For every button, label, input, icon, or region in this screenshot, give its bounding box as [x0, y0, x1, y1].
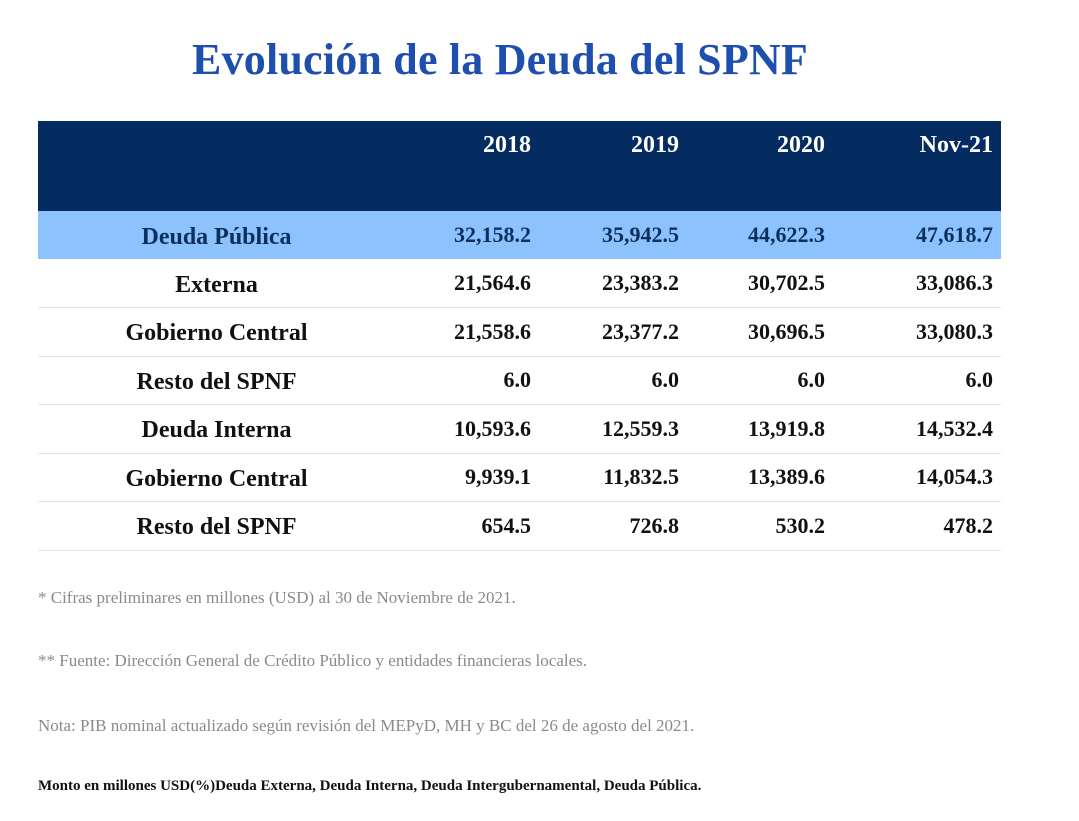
cell-2019: 11,832.5: [539, 453, 687, 502]
cell-nov-21: 14,054.3: [833, 453, 1001, 502]
cell-nov-21: 6.0: [833, 356, 1001, 405]
row-label: Resto del SPNF: [38, 356, 395, 405]
debt-table: 2018 2019 2020 Nov-21 Deuda Pública 32,1…: [38, 121, 1001, 551]
cell-2020: 530.2: [687, 501, 833, 551]
cell-2020: 6.0: [687, 356, 833, 405]
table-row-deuda-publica: Deuda Pública 32,158.2 35,942.5 44,622.3…: [38, 211, 1001, 259]
cell-2019: 12,559.3: [539, 404, 687, 454]
cell-2019: 6.0: [539, 356, 687, 405]
cell-2018: 654.5: [395, 501, 539, 551]
cell-2018: 6.0: [395, 356, 539, 405]
table-row-resto-spnf-interna: Resto del SPNF 654.5 726.8 530.2 478.2: [38, 501, 1001, 551]
cell-nov-21: 33,080.3: [833, 307, 1001, 357]
cell-nov-21: 14,532.4: [833, 404, 1001, 454]
row-label: Externa: [38, 259, 395, 308]
cell-2020: 30,696.5: [687, 307, 833, 357]
cell-2019: 35,942.5: [539, 211, 687, 259]
cell-2020: 30,702.5: [687, 259, 833, 308]
page-title: Evolución de la Deuda del SPNF: [192, 35, 808, 84]
cell-2019: 23,377.2: [539, 307, 687, 357]
cell-2018: 9,939.1: [395, 453, 539, 502]
table-row-gobierno-central-externa: Gobierno Central 21,558.6 23,377.2 30,69…: [38, 307, 1001, 357]
cell-2018: 21,564.6: [395, 259, 539, 308]
note-pib: Nota: PIB nominal actualizado según revi…: [38, 716, 695, 735]
header-year-2019: 2019: [539, 121, 687, 211]
cell-nov-21: 478.2: [833, 501, 1001, 551]
header-label-cell: [38, 121, 395, 211]
header-nov-21: Nov-21: [833, 121, 1001, 211]
cell-2020: 13,389.6: [687, 453, 833, 502]
cell-2018: 10,593.6: [395, 404, 539, 454]
cell-2018: 32,158.2: [395, 211, 539, 259]
table-row-externa: Externa 21,564.6 23,383.2 30,702.5 33,08…: [38, 259, 1001, 308]
row-label: Deuda Interna: [38, 404, 395, 454]
table-row-resto-spnf-externa: Resto del SPNF 6.0 6.0 6.0 6.0: [38, 356, 1001, 405]
footer-caption: Monto en millones USD(%)Deuda Externa, D…: [38, 778, 702, 794]
cell-nov-21: 47,618.7: [833, 211, 1001, 259]
cell-2019: 23,383.2: [539, 259, 687, 308]
cell-2020: 44,622.3: [687, 211, 833, 259]
row-label: Deuda Pública: [38, 211, 395, 259]
table-row-gobierno-central-interna: Gobierno Central 9,939.1 11,832.5 13,389…: [38, 453, 1001, 502]
row-label: Resto del SPNF: [38, 501, 395, 551]
row-label: Gobierno Central: [38, 307, 395, 357]
table-header-row: 2018 2019 2020 Nov-21: [38, 121, 1001, 211]
note-source: ** Fuente: Dirección General de Crédito …: [38, 651, 588, 670]
header-year-2018: 2018: [395, 121, 539, 211]
note-preliminary: * Cifras preliminares en millones (USD) …: [38, 588, 516, 607]
header-year-2020: 2020: [687, 121, 833, 211]
cell-2019: 726.8: [539, 501, 687, 551]
cell-2018: 21,558.6: [395, 307, 539, 357]
cell-nov-21: 33,086.3: [833, 259, 1001, 308]
row-label: Gobierno Central: [38, 453, 395, 502]
cell-2020: 13,919.8: [687, 404, 833, 454]
table-row-deuda-interna: Deuda Interna 10,593.6 12,559.3 13,919.8…: [38, 404, 1001, 454]
